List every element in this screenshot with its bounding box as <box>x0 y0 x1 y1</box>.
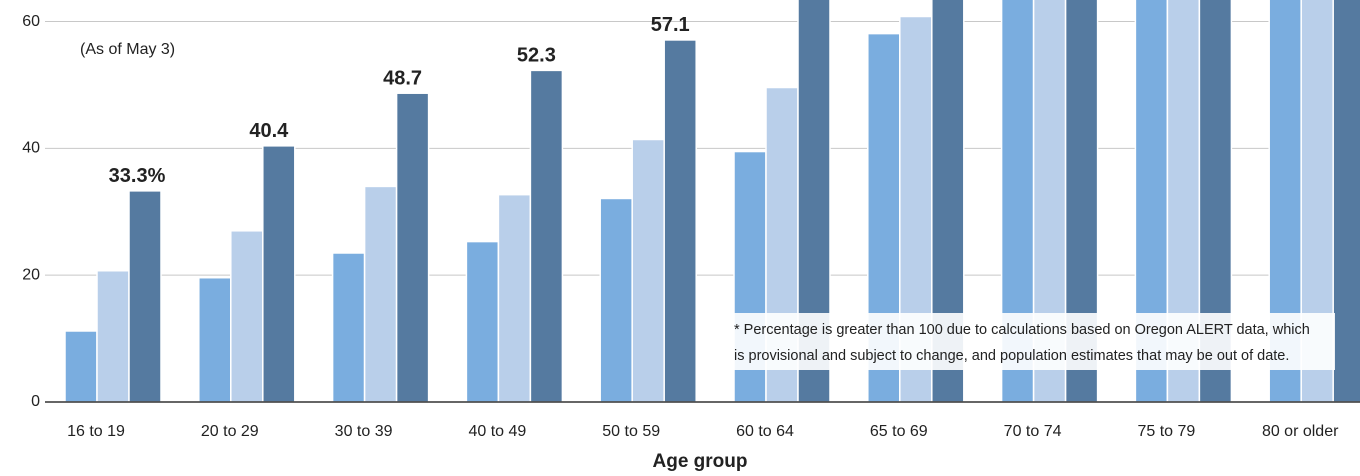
bar <box>1332 0 1360 402</box>
x-tick-label: 40 to 49 <box>468 423 526 440</box>
y-tick-label: 0 <box>31 393 40 410</box>
y-tick-label: 40 <box>22 140 40 157</box>
bar <box>395 92 430 402</box>
x-axis-title: Age group <box>653 451 748 472</box>
x-tick-label: 80 or older <box>1262 423 1339 440</box>
bar <box>465 240 500 402</box>
bar <box>198 276 232 402</box>
x-tick-label: 20 to 29 <box>201 423 259 440</box>
y-tick-label: 60 <box>22 13 40 30</box>
bar <box>497 193 532 402</box>
bar <box>96 269 130 402</box>
value-label: 48.7 <box>383 67 422 89</box>
x-tick-label: 50 to 59 <box>602 423 660 440</box>
bar <box>262 145 296 402</box>
bar <box>529 69 564 402</box>
value-label: 57.1 <box>651 14 690 36</box>
footnote-line: is provisional and subject to change, an… <box>734 348 1289 364</box>
bar <box>64 330 98 402</box>
x-tick-label: 75 to 79 <box>1137 423 1195 440</box>
bar <box>230 230 264 402</box>
x-tick-label: 16 to 19 <box>67 423 125 440</box>
bar <box>128 190 162 402</box>
x-tick-label: 30 to 39 <box>335 423 393 440</box>
x-tick-label: 65 to 69 <box>870 423 928 440</box>
value-label: 40.4 <box>249 120 289 142</box>
bar <box>331 252 366 402</box>
y-tick-label: 20 <box>22 266 40 283</box>
value-label: 52.3 <box>517 45 556 67</box>
footnote-line: * Percentage is greater than 100 due to … <box>734 322 1310 338</box>
x-tick-label: 70 to 74 <box>1004 423 1062 440</box>
bar <box>599 197 633 402</box>
annotation: (As of May 3) <box>80 41 175 58</box>
value-label: 33.3% <box>109 165 166 187</box>
x-tick-label: 60 to 64 <box>736 423 794 440</box>
footnote-box <box>728 313 1335 370</box>
bar <box>631 138 665 402</box>
bar <box>363 185 398 402</box>
bar <box>663 39 697 402</box>
